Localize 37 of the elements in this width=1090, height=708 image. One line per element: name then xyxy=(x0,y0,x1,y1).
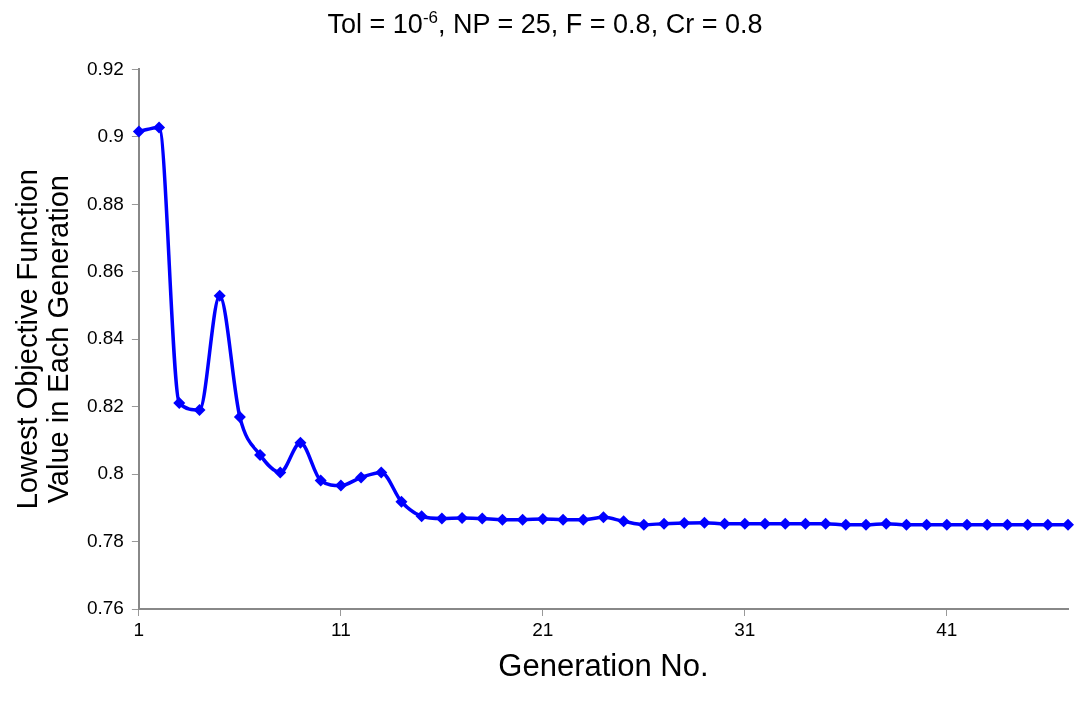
point xyxy=(153,121,166,134)
x-tick-label: 1 xyxy=(133,618,145,640)
y-tick-label: 0.78 xyxy=(86,529,124,551)
y-tick-label: 0.82 xyxy=(86,394,124,416)
chart-title: Tol = 10$^{-6}$, NP = 25, F = 0.8, Cr = 0.8 xyxy=(326,8,764,40)
point xyxy=(314,474,327,487)
x-tick-label: 11 xyxy=(331,618,351,640)
y-tick-label: 0.88 xyxy=(86,192,124,214)
point xyxy=(274,466,287,479)
y-tick-label: 0.8 xyxy=(97,462,124,484)
point xyxy=(213,289,226,302)
point xyxy=(395,495,408,508)
x-tick-label: 31 xyxy=(734,618,756,640)
point xyxy=(132,125,145,138)
y-tick-label: 0.92 xyxy=(86,57,124,79)
point xyxy=(637,518,650,531)
y-tick-label: 0.84 xyxy=(86,327,125,349)
point xyxy=(617,515,630,528)
point xyxy=(880,517,893,530)
point xyxy=(415,510,428,523)
point xyxy=(173,396,186,409)
point xyxy=(294,436,307,449)
point xyxy=(193,404,206,417)
point xyxy=(254,448,267,461)
y-axis-title: Lowest Objective Function Value in Each Generation xyxy=(11,169,74,510)
point xyxy=(375,466,388,479)
x-axis-title: Generation No. xyxy=(498,647,709,683)
point xyxy=(355,471,368,484)
x-tick-label: 41 xyxy=(936,618,958,640)
point xyxy=(1062,518,1074,531)
point xyxy=(698,516,711,529)
y-tick-label: 0.76 xyxy=(86,597,124,619)
point xyxy=(476,512,489,525)
y-tick-label: 0.9 xyxy=(97,125,124,147)
x-tick-label: 21 xyxy=(532,618,554,640)
y-tick-label: 0.86 xyxy=(86,259,124,281)
point xyxy=(233,411,246,424)
